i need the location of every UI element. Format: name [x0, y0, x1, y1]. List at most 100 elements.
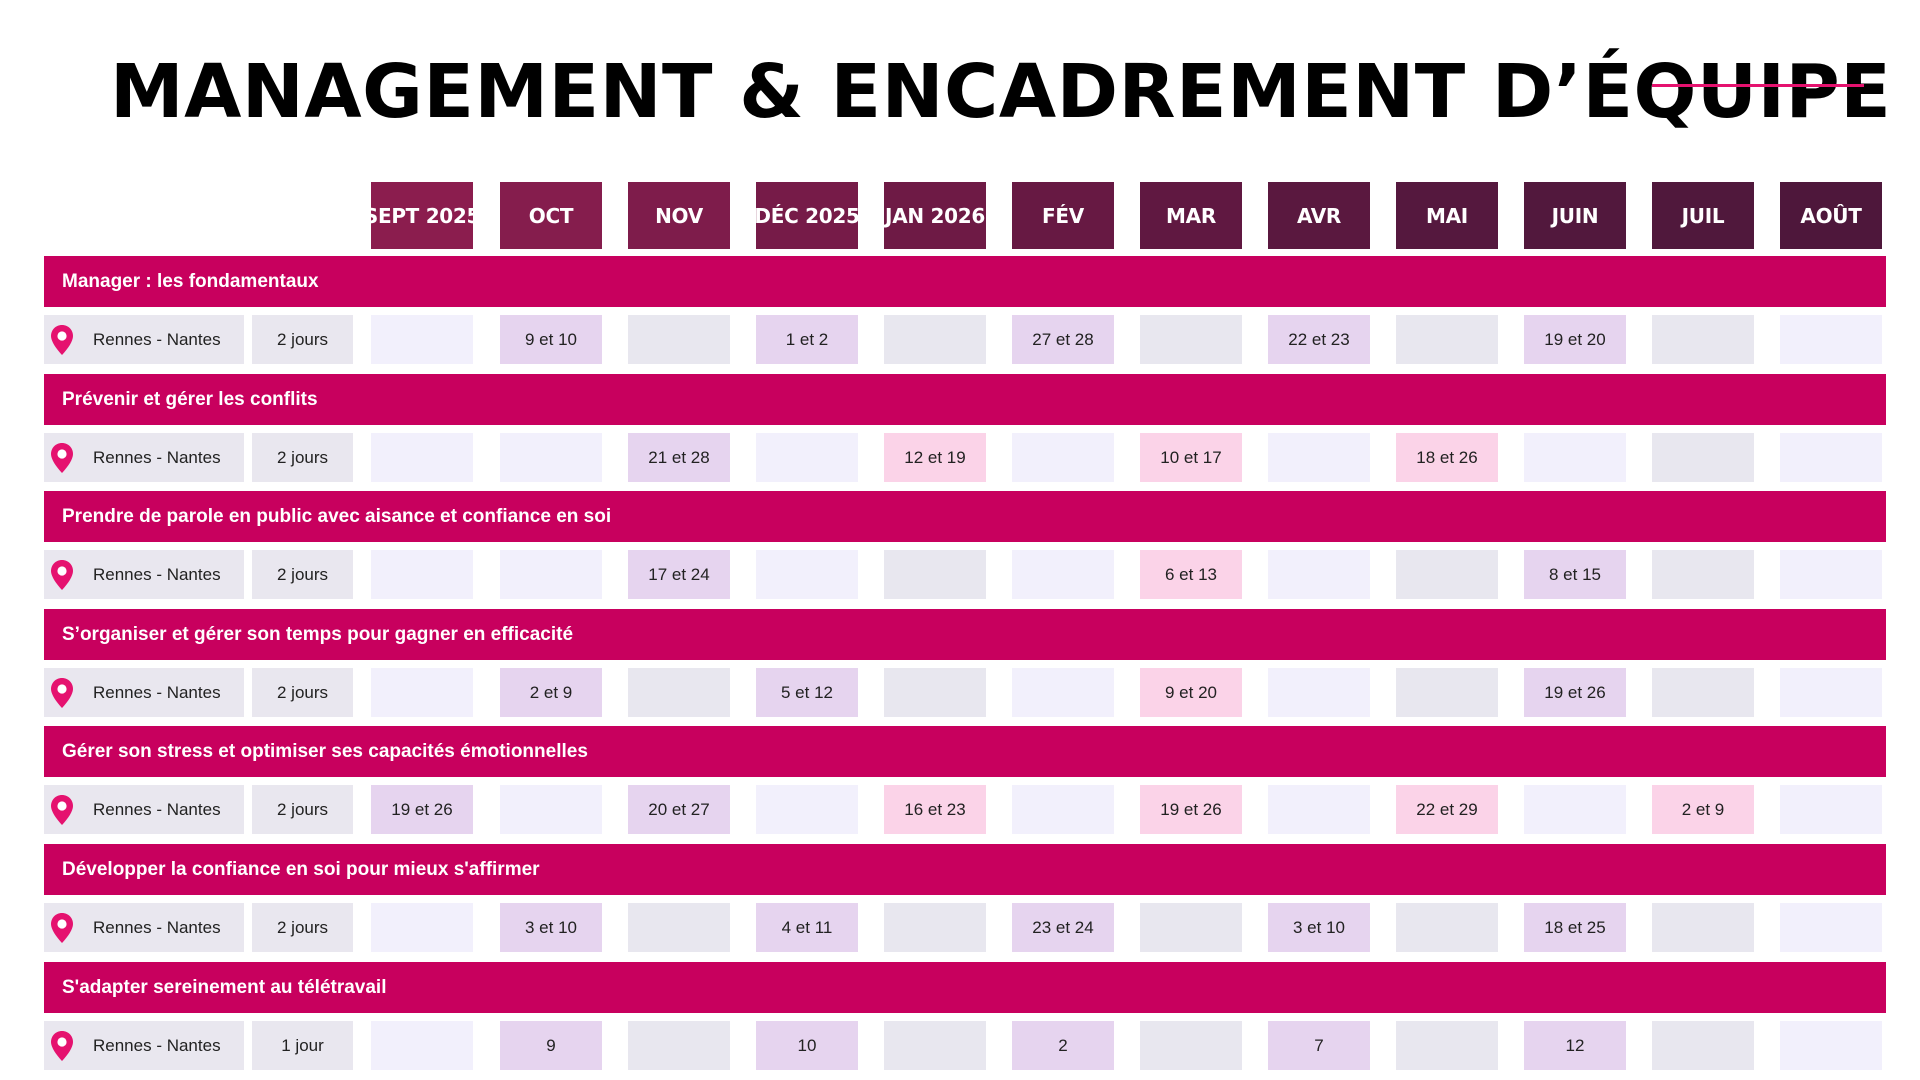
- date-cell-fev: [1012, 550, 1114, 599]
- date-cell-aout: [1780, 785, 1882, 834]
- date-cell-mar: 10 et 17: [1140, 433, 1242, 482]
- date-cell-mar: 19 et 26: [1140, 785, 1242, 834]
- date-cell-mai: 18 et 26: [1396, 433, 1498, 482]
- date-cell-dec-2025: [756, 550, 858, 599]
- date-cell-sept-2025: [371, 550, 473, 599]
- course-title-bar: S'adapter sereinement au télétravail: [44, 962, 1886, 1013]
- duration-cell: 2 jours: [252, 433, 353, 482]
- date-cell-nov: [628, 1021, 730, 1070]
- map-pin-icon: [49, 677, 75, 709]
- month-header-fev: FÉV: [1012, 182, 1114, 249]
- course-title-bar: Prendre de parole en public avec aisance…: [44, 491, 1886, 542]
- duration-cell: 1 jour: [252, 1021, 353, 1070]
- date-cell-oct: 9: [500, 1021, 602, 1070]
- date-cell-aout: [1780, 903, 1882, 952]
- duration-cell: 2 jours: [252, 785, 353, 834]
- map-pin-icon: [49, 912, 75, 944]
- month-header-mai: MAI: [1396, 182, 1498, 249]
- course-title-bar: Développer la confiance en soi pour mieu…: [44, 844, 1886, 895]
- date-cell-oct: 2 et 9: [500, 668, 602, 717]
- date-cell-fev: [1012, 785, 1114, 834]
- date-cell-juin: [1524, 433, 1626, 482]
- date-cell-sept-2025: [371, 1021, 473, 1070]
- map-pin-icon: [49, 794, 75, 826]
- map-pin-icon: [49, 559, 75, 591]
- date-cell-juil: [1652, 433, 1754, 482]
- month-header-dec-2025: DÉC 2025: [754, 182, 860, 249]
- location-label: Rennes - Nantes: [93, 447, 221, 467]
- date-cell-mai: [1396, 668, 1498, 717]
- date-cell-dec-2025: [756, 785, 858, 834]
- location-label: Rennes - Nantes: [93, 682, 221, 702]
- date-cell-juil: [1652, 1021, 1754, 1070]
- map-pin-icon: [49, 324, 75, 356]
- date-cell-dec-2025: 10: [756, 1021, 858, 1070]
- date-cell-juin: 19 et 26: [1524, 668, 1626, 717]
- date-cell-aout: [1780, 315, 1882, 364]
- location-cell: Rennes - Nantes: [44, 550, 244, 599]
- course-title-bar: Manager : les fondamentaux: [44, 256, 1886, 307]
- date-cell-nov: 20 et 27: [628, 785, 730, 834]
- date-cell-avr: 22 et 23: [1268, 315, 1370, 364]
- date-cell-nov: 17 et 24: [628, 550, 730, 599]
- map-pin-icon: [49, 1030, 75, 1062]
- location-label: Rennes - Nantes: [93, 799, 221, 819]
- month-header-avr: AVR: [1268, 182, 1370, 249]
- date-cell-fev: [1012, 668, 1114, 717]
- date-cell-nov: [628, 903, 730, 952]
- date-cell-sept-2025: 19 et 26: [371, 785, 473, 834]
- duration-cell: 2 jours: [252, 315, 353, 364]
- duration-cell: 2 jours: [252, 668, 353, 717]
- course-title-bar: S’organiser et gérer son temps pour gagn…: [44, 609, 1886, 660]
- month-header-nov: NOV: [628, 182, 730, 249]
- location-cell: Rennes - Nantes: [44, 903, 244, 952]
- location-cell: Rennes - Nantes: [44, 1021, 244, 1070]
- date-cell-jan-2026: [884, 668, 986, 717]
- date-cell-oct: [500, 785, 602, 834]
- date-cell-juil: [1652, 668, 1754, 717]
- page-title: MANAGEMENT & ENCADREMENT D’ÉQUIPE: [110, 49, 1892, 135]
- date-cell-oct: [500, 550, 602, 599]
- location-label: Rennes - Nantes: [93, 329, 221, 349]
- month-header-mar: MAR: [1140, 182, 1242, 249]
- date-cell-juin: 19 et 20: [1524, 315, 1626, 364]
- date-cell-aout: [1780, 433, 1882, 482]
- date-cell-mar: [1140, 315, 1242, 364]
- date-cell-mar: [1140, 903, 1242, 952]
- date-cell-juin: 8 et 15: [1524, 550, 1626, 599]
- month-header-juin: JUIN: [1524, 182, 1626, 249]
- date-cell-dec-2025: 5 et 12: [756, 668, 858, 717]
- date-cell-mar: 9 et 20: [1140, 668, 1242, 717]
- date-cell-oct: 3 et 10: [500, 903, 602, 952]
- location-label: Rennes - Nantes: [93, 564, 221, 584]
- month-header-sept-2025: SEPT 2025: [364, 182, 480, 249]
- date-cell-aout: [1780, 668, 1882, 717]
- date-cell-dec-2025: [756, 433, 858, 482]
- date-cell-avr: [1268, 668, 1370, 717]
- date-cell-aout: [1780, 550, 1882, 599]
- month-header-aout: AOÛT: [1780, 182, 1882, 249]
- date-cell-sept-2025: [371, 433, 473, 482]
- date-cell-mai: [1396, 903, 1498, 952]
- location-label: Rennes - Nantes: [93, 917, 221, 937]
- date-cell-avr: 7: [1268, 1021, 1370, 1070]
- location-cell: Rennes - Nantes: [44, 315, 244, 364]
- title-accent-line: [1652, 84, 1864, 87]
- date-cell-oct: 9 et 10: [500, 315, 602, 364]
- date-cell-fev: 2: [1012, 1021, 1114, 1070]
- duration-cell: 2 jours: [252, 550, 353, 599]
- date-cell-jan-2026: 16 et 23: [884, 785, 986, 834]
- date-cell-sept-2025: [371, 903, 473, 952]
- date-cell-jan-2026: 12 et 19: [884, 433, 986, 482]
- date-cell-mai: [1396, 1021, 1498, 1070]
- date-cell-juil: [1652, 903, 1754, 952]
- date-cell-fev: 27 et 28: [1012, 315, 1114, 364]
- month-header-oct: OCT: [500, 182, 602, 249]
- location-cell: Rennes - Nantes: [44, 433, 244, 482]
- date-cell-avr: [1268, 550, 1370, 599]
- date-cell-juil: 2 et 9: [1652, 785, 1754, 834]
- date-cell-jan-2026: [884, 1021, 986, 1070]
- date-cell-nov: [628, 668, 730, 717]
- duration-cell: 2 jours: [252, 903, 353, 952]
- date-cell-juin: 12: [1524, 1021, 1626, 1070]
